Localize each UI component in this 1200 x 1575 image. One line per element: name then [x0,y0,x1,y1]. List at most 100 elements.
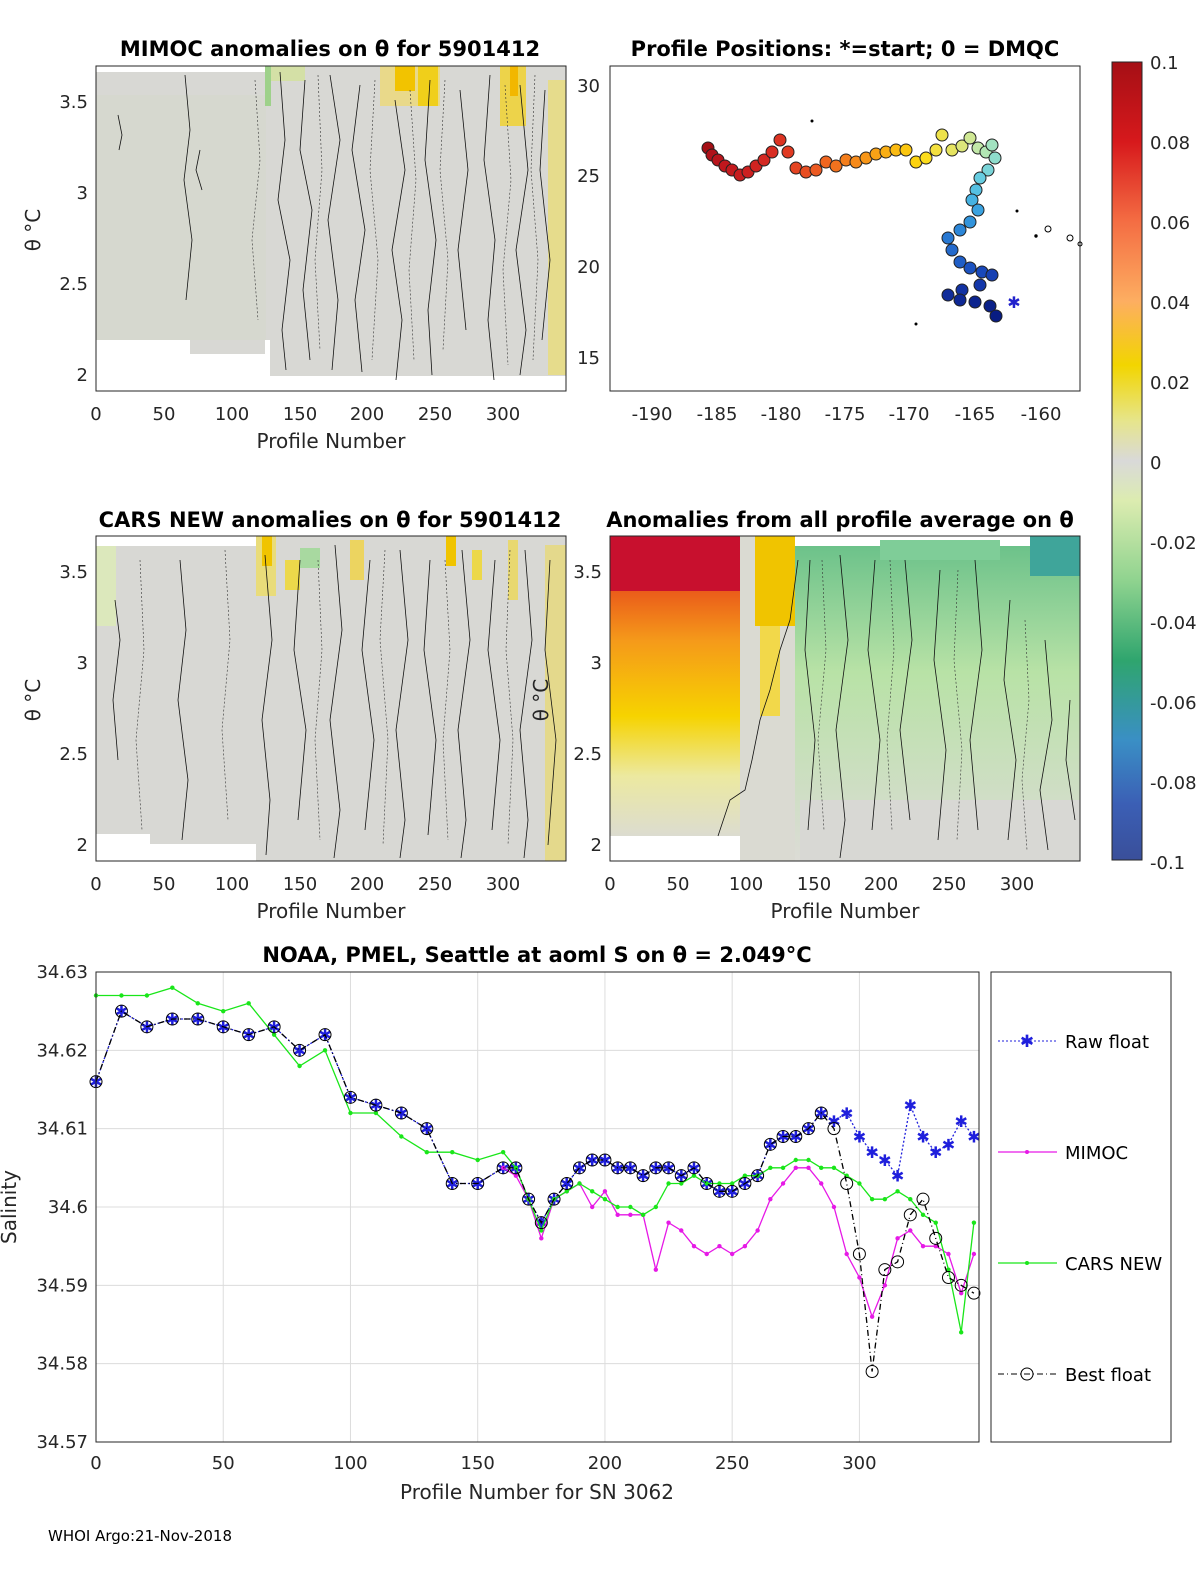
svg-text:100: 100 [215,874,249,895]
asterisk-marker-icon: ✱ [1020,1032,1034,1052]
data-point [763,1137,777,1151]
svg-text:0.06: 0.06 [1150,213,1190,234]
svg-text:-180: -180 [761,404,802,425]
data-point [895,1189,900,1194]
svg-text:Raw float: Raw float [1065,1032,1149,1053]
svg-text:-0.1: -0.1 [1150,853,1185,874]
data-point: ✱ [840,1104,853,1123]
svg-text:150: 150 [797,874,831,895]
svg-text:250: 250 [418,404,452,425]
data-point [776,1130,790,1143]
svg-text:0: 0 [90,404,101,425]
data-point [806,1165,811,1171]
data-point [700,1177,714,1190]
svg-text:2: 2 [77,835,88,856]
data-point [865,1365,879,1378]
svg-text:2: 2 [591,835,602,856]
data-point [509,1161,523,1175]
data-point [742,1243,748,1249]
svg-text:150: 150 [283,404,317,425]
data-point [806,1157,811,1163]
svg-text:-0.04: -0.04 [1150,613,1197,634]
data-point [793,1165,798,1171]
y-tick-label: 34.6 [48,1197,88,1218]
svg-text:20: 20 [577,257,600,278]
data-point [640,1212,646,1218]
series-line [502,1167,975,1319]
data-point [933,1243,938,1249]
data-point [814,1106,828,1120]
data-point [662,1161,676,1175]
data-point [475,1157,480,1163]
data-point [891,1255,905,1269]
data-point [687,1161,701,1175]
colorbar: 0.1 0.08 0.06 0.04 0.02 0 -0.02 -0.04 -0… [1111,53,1197,874]
average-contours [717,554,1076,859]
data-point [789,1130,803,1143]
data-point [852,1247,866,1261]
data-point [297,1063,302,1069]
data-point: ✱ [967,1128,980,1147]
svg-text:200: 200 [350,404,384,425]
data-point [585,1153,599,1167]
mimoc-panel: MIMOC anomalies on θ for 5901412 [21,37,567,453]
data-point [271,1032,277,1037]
svg-text:-0.02: -0.02 [1150,533,1197,554]
y-tick-label: 34.61 [36,1119,88,1140]
mimoc-contours [117,71,551,381]
data-point: ✱ [891,1167,904,1186]
data-point [954,1278,968,1292]
data-point [751,1169,765,1183]
data-point [755,1228,760,1233]
data-point [742,1173,748,1178]
data-point [636,1169,650,1183]
salinity-grid [95,971,979,1443]
data-point [343,1090,357,1104]
data-point [348,1110,353,1116]
data-point [729,1251,735,1257]
data-point [590,1189,595,1194]
svg-text:50: 50 [153,874,176,895]
data-point [653,1204,659,1210]
data-point [165,1012,179,1026]
svg-text:25: 25 [577,166,600,187]
data-point [500,1149,506,1155]
data-point [908,1196,913,1202]
data-point [691,1243,697,1249]
data-point [674,1169,688,1183]
data-point [882,1283,888,1288]
data-point: ✱ [865,1143,878,1162]
y-tick-label: 34.57 [36,1432,88,1453]
data-point [971,1220,977,1225]
legend: ✱ Raw float MIMOC CARS NEW Best float [990,971,1172,1443]
data-point [653,1267,659,1272]
data-point [895,1236,900,1241]
svg-text:CARS NEW: CARS NEW [1065,1254,1162,1275]
data-point [929,1231,943,1245]
data-point [916,1192,930,1206]
svg-text:0.02: 0.02 [1150,373,1190,394]
x-tick-label: 250 [715,1453,749,1474]
data-point [373,1110,379,1116]
cars-panel: CARS NEW anomalies on θ for 5901412 [21,508,567,923]
data-point [903,1208,917,1222]
positions-title: Profile Positions: *=start; 0 = DMQC [631,37,1060,61]
svg-text:0.04: 0.04 [1150,293,1190,314]
data-point [394,1106,408,1120]
circle-marker-icon [1020,1367,1034,1381]
legend-item-raw-float: ✱ Raw float [998,1032,1149,1053]
data-point [191,1012,205,1026]
dot-marker-icon [1025,1150,1029,1154]
legend-item-mimoc: MIMOC [998,1143,1128,1164]
data-point [539,1228,544,1233]
data-point [628,1212,633,1218]
svg-text:3.5: 3.5 [59,92,88,113]
data-point [615,1212,620,1218]
data-point [611,1161,625,1175]
data-point [933,1220,938,1225]
series-line [95,1010,975,1225]
data-point [114,1004,128,1018]
x-tick-label: 50 [212,1453,235,1474]
mimoc-axes [95,65,567,392]
svg-text:3.5: 3.5 [59,562,88,583]
